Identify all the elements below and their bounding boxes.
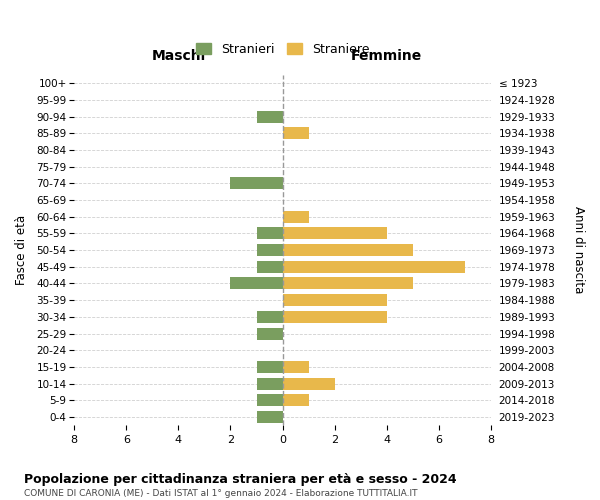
Y-axis label: Anni di nascita: Anni di nascita [572, 206, 585, 294]
Bar [230, 278, 283, 289]
Bar [257, 261, 283, 273]
Bar [257, 328, 283, 340]
Bar [283, 261, 465, 273]
Bar [257, 110, 283, 122]
Bar [283, 128, 308, 140]
Text: Maschi: Maschi [151, 50, 206, 64]
Bar [230, 178, 283, 190]
Bar [257, 228, 283, 239]
Bar [283, 361, 308, 373]
Text: COMUNE DI CARONIA (ME) - Dati ISTAT al 1° gennaio 2024 - Elaborazione TUTTITALIA: COMUNE DI CARONIA (ME) - Dati ISTAT al 1… [24, 489, 418, 498]
Bar [283, 378, 335, 390]
Bar [257, 411, 283, 423]
Bar [257, 244, 283, 256]
Bar [257, 394, 283, 406]
Text: Femmine: Femmine [351, 50, 422, 64]
Bar [283, 210, 308, 223]
Bar [257, 378, 283, 390]
Bar [257, 311, 283, 323]
Y-axis label: Fasce di età: Fasce di età [15, 215, 28, 285]
Text: Popolazione per cittadinanza straniera per età e sesso - 2024: Popolazione per cittadinanza straniera p… [24, 472, 457, 486]
Bar [257, 361, 283, 373]
Bar [283, 228, 387, 239]
Bar [283, 394, 308, 406]
Bar [283, 294, 387, 306]
Bar [283, 278, 413, 289]
Bar [283, 244, 413, 256]
Legend: Stranieri, Straniere: Stranieri, Straniere [192, 39, 373, 60]
Bar [283, 311, 387, 323]
